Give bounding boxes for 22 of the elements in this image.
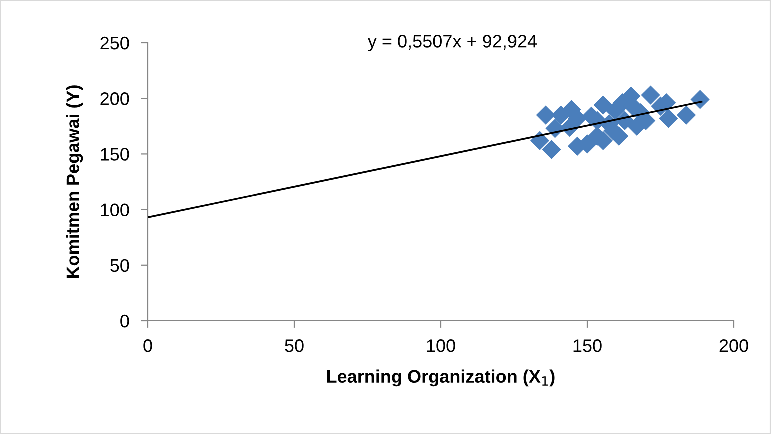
- point: [690, 90, 710, 110]
- y-tick-label: 250: [100, 36, 130, 50]
- x-tick-label: 150: [574, 340, 602, 352]
- annotation: y = 0,5507x + 92,924: [368, 35, 538, 52]
- y-axis-title: Komitmen Pegawai (Y): [66, 86, 84, 278]
- y-tick-label: 150: [101, 148, 130, 161]
- y-tick-label: 100: [101, 204, 130, 217]
- x-tick-label: 200: [720, 340, 748, 352]
- point: [568, 109, 588, 128]
- point: [641, 86, 660, 105]
- point: [536, 106, 556, 125]
- point: [542, 140, 562, 160]
- x-tick-label: 50: [285, 340, 304, 352]
- y-tick-label: 0: [120, 314, 130, 328]
- point: [676, 106, 696, 125]
- x-tick-label: 100: [427, 340, 456, 352]
- point: [594, 96, 613, 115]
- point: [659, 109, 678, 128]
- y-tick-label: 50: [110, 259, 130, 272]
- x-axis-title: Learning Organization (X$_{1}$): [327, 370, 555, 387]
- y-tick-label: 200: [100, 92, 130, 106]
- x-tick-label: 0: [144, 340, 152, 352]
